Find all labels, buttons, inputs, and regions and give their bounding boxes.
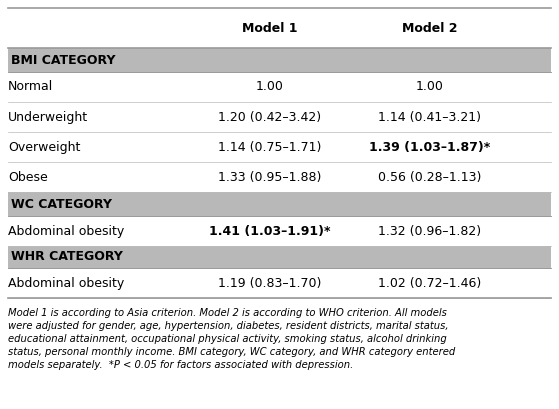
Bar (8, 48, 551, 72)
Text: 1.02 (0.72–1.46): 1.02 (0.72–1.46) (378, 276, 482, 290)
Text: Overweight: Overweight (8, 141, 80, 153)
Text: 1.41 (1.03–1.91)*: 1.41 (1.03–1.91)* (209, 225, 331, 238)
Text: 1.00: 1.00 (256, 81, 284, 94)
Text: 1.14 (0.41–3.21): 1.14 (0.41–3.21) (378, 110, 481, 124)
Bar (8, 246, 551, 268)
Text: 0.56 (0.28–1.13): 0.56 (0.28–1.13) (378, 171, 482, 184)
Bar (8, 192, 551, 216)
Text: 1.39 (1.03–1.87)*: 1.39 (1.03–1.87)* (369, 141, 491, 153)
Text: Abdominal obesity: Abdominal obesity (8, 276, 124, 290)
Text: educational attainment, occupational physical activity, smoking status, alcohol : educational attainment, occupational phy… (8, 334, 447, 344)
Text: Abdominal obesity: Abdominal obesity (8, 225, 124, 238)
Text: 1.20 (0.42–3.42): 1.20 (0.42–3.42) (219, 110, 321, 124)
Text: 1.33 (0.95–1.88): 1.33 (0.95–1.88) (219, 171, 321, 184)
Text: 1.32 (0.96–1.82): 1.32 (0.96–1.82) (378, 225, 481, 238)
Text: BMI CATEGORY: BMI CATEGORY (11, 54, 115, 67)
Text: Model 1 is according to Asia criterion. Model 2 is according to WHO criterion. A: Model 1 is according to Asia criterion. … (8, 308, 447, 318)
Text: WC CATEGORY: WC CATEGORY (11, 198, 112, 211)
Text: 1.14 (0.75–1.71): 1.14 (0.75–1.71) (219, 141, 321, 153)
Text: WHR CATEGORY: WHR CATEGORY (11, 250, 122, 263)
Text: Model 1: Model 1 (242, 22, 298, 34)
Text: Model 2: Model 2 (402, 22, 458, 34)
Text: Normal: Normal (8, 81, 53, 94)
Text: status, personal monthly income. BMI category, WC category, and WHR category ent: status, personal monthly income. BMI cat… (8, 347, 455, 357)
Text: Underweight: Underweight (8, 110, 88, 124)
Text: 1.19 (0.83–1.70): 1.19 (0.83–1.70) (219, 276, 321, 290)
Text: 1.00: 1.00 (416, 81, 444, 94)
Text: were adjusted for gender, age, hypertension, diabetes, resident districts, marit: were adjusted for gender, age, hypertens… (8, 321, 448, 331)
Text: Obese: Obese (8, 171, 48, 184)
Text: models separately.  *P < 0.05 for factors associated with depression.: models separately. *P < 0.05 for factors… (8, 360, 353, 370)
